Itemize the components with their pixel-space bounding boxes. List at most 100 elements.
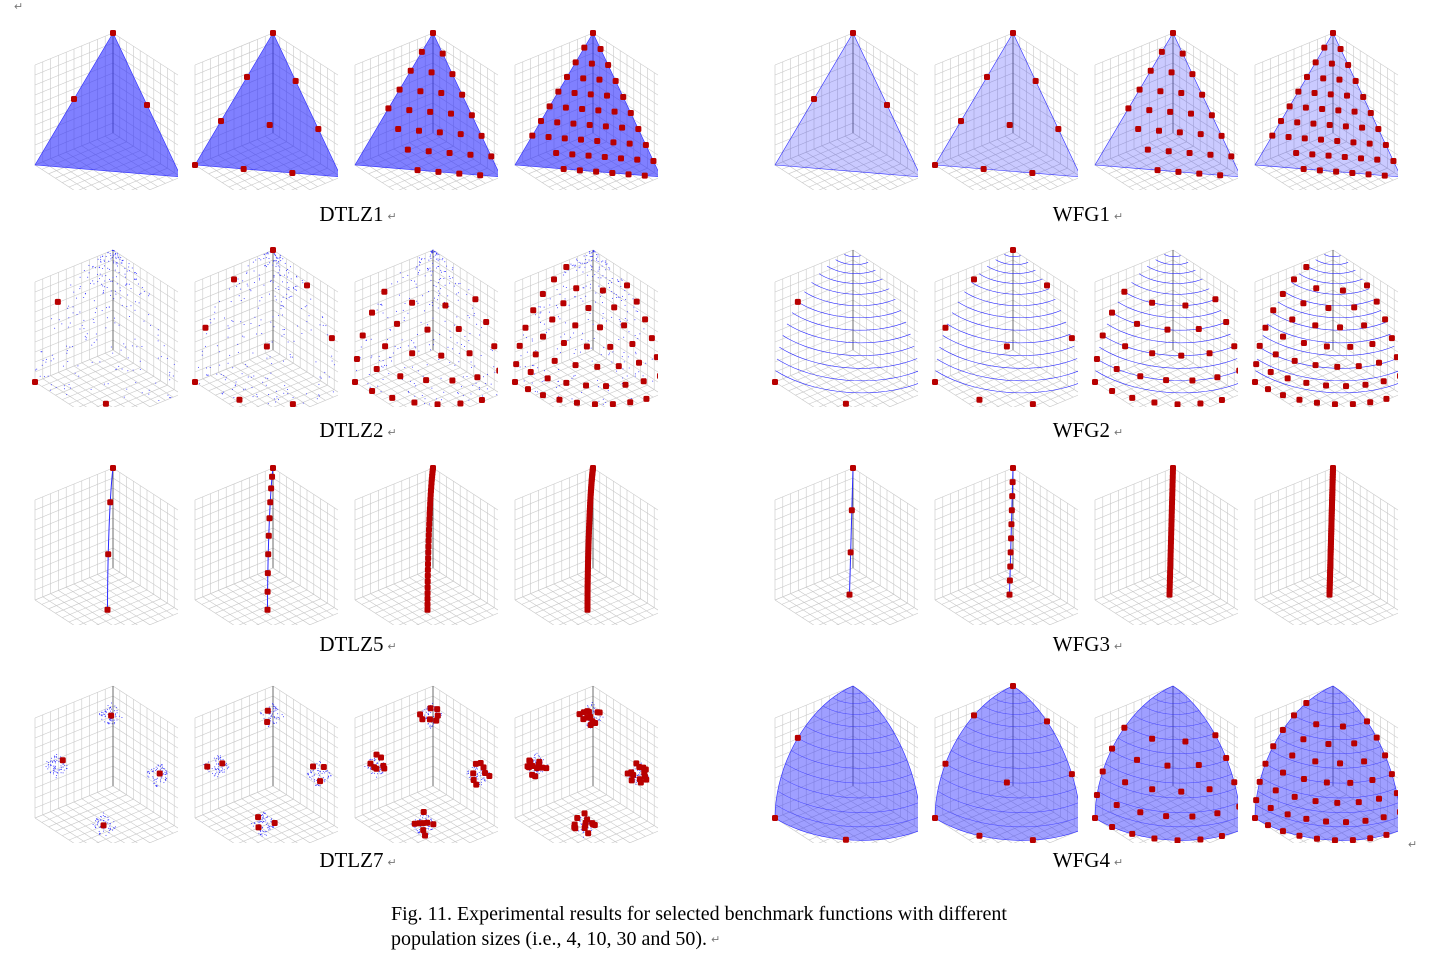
solution-point (1373, 734, 1380, 741)
plot-wfg3-pop-30 (1078, 450, 1238, 625)
solution-point (572, 322, 579, 329)
caption-wfg4: WFG4 ↵ (1052, 848, 1124, 872)
solution-point (1109, 745, 1116, 752)
solution-point (54, 298, 61, 305)
solution-point (1068, 335, 1075, 342)
solution-point (1178, 352, 1185, 359)
solution-point (650, 158, 657, 164)
solution-point (1236, 367, 1238, 374)
solution-point (1252, 379, 1258, 385)
solutions (1252, 263, 1398, 407)
plot-dtlz2-pop-30 (338, 232, 498, 407)
solution-point (1312, 798, 1319, 805)
solutions (104, 465, 116, 613)
solution-point (425, 555, 432, 562)
solution-point (524, 386, 531, 393)
solution-point (418, 48, 425, 55)
solutions (192, 30, 322, 176)
solution-point (601, 154, 608, 160)
pareto-front (934, 32, 1078, 178)
solution-point (269, 473, 276, 480)
solution-point (1218, 132, 1225, 139)
figure-row-wfg1 (758, 15, 1398, 190)
solution-point (1009, 479, 1016, 486)
solution-point (560, 300, 567, 307)
figure-row-wfg4 (758, 668, 1398, 843)
solution-point (1351, 304, 1358, 311)
solution-point (611, 304, 618, 311)
pareto-front (107, 467, 114, 610)
plot-dtlz2-pop-10 (178, 232, 338, 407)
solution-point (270, 247, 276, 253)
solution-point (1382, 316, 1389, 323)
solution-point (425, 537, 432, 544)
solution-point (544, 375, 551, 382)
solution-point (643, 395, 650, 402)
solution-point (1218, 397, 1225, 404)
solution-point (1323, 382, 1330, 389)
solution-point (1178, 788, 1185, 795)
solution-point (581, 824, 588, 831)
solution-point (1312, 322, 1319, 329)
solution-point (648, 335, 655, 342)
solution-point (1270, 743, 1277, 750)
solution-point (1136, 86, 1143, 93)
plot-dtlz2-pop-4 (18, 232, 178, 407)
solution-point (527, 368, 534, 375)
solution-point (1195, 762, 1202, 769)
solution-point (1125, 105, 1132, 112)
solution-point (596, 76, 603, 83)
solution-point (467, 151, 474, 158)
solution-point (1334, 138, 1341, 144)
solutions (512, 263, 658, 407)
solution-point (1008, 535, 1015, 542)
solution-point (1092, 379, 1098, 385)
solution-point (1262, 760, 1269, 767)
solution-point (289, 170, 296, 176)
solution-point (264, 588, 271, 595)
solution-point (1279, 769, 1286, 776)
solution-point (610, 139, 617, 146)
solution-point (1313, 835, 1320, 842)
solution-point (1396, 809, 1398, 815)
solution-point (842, 836, 849, 843)
solution-point (1182, 302, 1189, 309)
axes-grid (1254, 685, 1398, 843)
solution-point (1325, 304, 1332, 311)
solution-point (470, 770, 477, 777)
solution-point (637, 779, 644, 786)
solution-point (640, 378, 647, 385)
solution-point (569, 151, 576, 158)
pareto-front (849, 467, 854, 595)
pareto-front (774, 685, 918, 841)
solution-point (629, 340, 636, 347)
solution-point (561, 135, 568, 142)
solution-point (1208, 112, 1215, 119)
solution-point (424, 572, 431, 579)
pareto-front (194, 32, 338, 178)
solution-point (1122, 343, 1129, 350)
plot-wfg2-pop-10 (918, 232, 1078, 407)
solution-point (932, 815, 938, 821)
solution-point (554, 119, 561, 126)
solution-point (553, 150, 560, 156)
solution-point (263, 343, 270, 350)
solution-point (1279, 290, 1286, 297)
axes-grid (934, 249, 1078, 407)
axes-grid (1094, 467, 1238, 625)
solution-point (586, 122, 593, 128)
solution-point (1270, 307, 1277, 314)
solution-point (529, 132, 536, 139)
pareto-front (1254, 32, 1398, 178)
solution-point (424, 606, 431, 613)
solution-point (1252, 815, 1258, 821)
solutions (385, 30, 495, 179)
solution-point (328, 335, 335, 342)
solution-point (1267, 804, 1274, 811)
solution-point (848, 507, 855, 514)
solution-point (446, 150, 453, 156)
solutions (772, 298, 849, 407)
solution-point (572, 59, 579, 66)
solution-point (1029, 837, 1036, 843)
solution-point (1300, 166, 1307, 172)
